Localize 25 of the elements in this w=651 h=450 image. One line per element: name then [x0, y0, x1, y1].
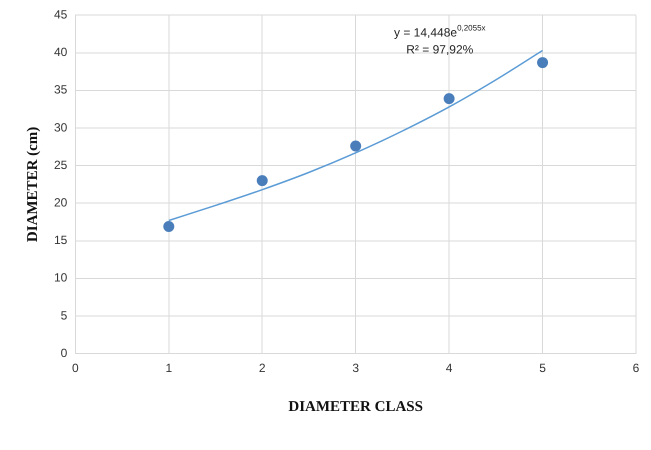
y-axis-title: DIAMETER (cm) [24, 126, 41, 242]
point [163, 221, 174, 232]
x-tick-label: 5 [539, 361, 546, 376]
y-tick-label: 15 [54, 233, 68, 248]
x-tick-label: 1 [165, 361, 172, 376]
annotation: R² = 97,92% [406, 42, 474, 56]
point [256, 175, 268, 186]
y-tick-label: 0 [60, 346, 68, 360]
y-tick-label: 45 [54, 8, 68, 22]
x-tick-label: 3 [352, 361, 360, 376]
y-tick-label: 40 [54, 45, 68, 60]
point [537, 57, 548, 68]
x-tick-label: 2 [258, 361, 266, 376]
y-tick-label: 35 [54, 82, 68, 97]
point [350, 140, 362, 152]
x-tick-label: 0 [72, 361, 80, 376]
x-tick-label: 4 [446, 361, 453, 376]
point [444, 93, 455, 104]
x-tick-label: 6 [632, 361, 640, 376]
y-tick-label: 10 [54, 270, 68, 285]
y-tick-label: 5 [60, 308, 68, 322]
x-axis-title: DIAMETER CLASS [288, 398, 423, 415]
y-tick-label: 30 [54, 120, 68, 134]
y-tick-label: 20 [54, 196, 68, 210]
y-tick-label: 25 [54, 158, 68, 172]
